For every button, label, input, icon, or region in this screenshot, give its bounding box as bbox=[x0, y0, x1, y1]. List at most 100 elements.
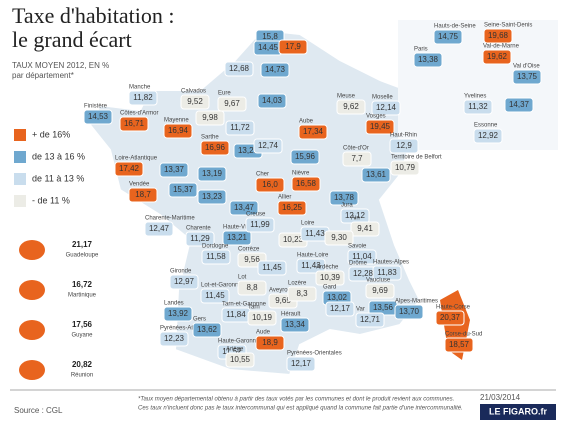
department-value: 14,03 bbox=[262, 96, 283, 105]
department bbox=[257, 93, 287, 109]
overseas-name: Martinique bbox=[68, 293, 97, 299]
department-value: 12,12 bbox=[345, 211, 366, 220]
department-value: 17,42 bbox=[119, 164, 140, 173]
department-value: 16,25 bbox=[282, 203, 303, 212]
department-value: 13,23 bbox=[202, 192, 223, 201]
department-value: 8,8 bbox=[246, 283, 258, 292]
overseas-value: 17,56 bbox=[72, 320, 93, 329]
department-name: Allier bbox=[278, 195, 291, 201]
department-value: 13,19 bbox=[202, 169, 223, 178]
department-name: Lot-et-Garonne bbox=[201, 283, 242, 289]
department-value: 14,45 bbox=[258, 43, 279, 52]
legend-swatch bbox=[14, 173, 26, 185]
department-name: Moselle bbox=[372, 95, 393, 101]
department-value: 20,37 bbox=[440, 313, 461, 322]
department-name: Essonne bbox=[474, 123, 498, 129]
department bbox=[365, 119, 395, 135]
subtitle: TAUX MOYEN 2012, EN % bbox=[12, 61, 109, 70]
department-name: Eure bbox=[218, 91, 231, 97]
department-value: 13,92 bbox=[168, 309, 189, 318]
overseas-shape bbox=[19, 320, 45, 340]
department-value: 11,52 bbox=[222, 347, 242, 356]
department-name: Ariège bbox=[226, 347, 244, 353]
department-value: 11,04 bbox=[352, 252, 372, 261]
department bbox=[361, 167, 391, 183]
department-name: Creuse bbox=[246, 212, 266, 218]
department bbox=[350, 221, 380, 237]
department bbox=[168, 182, 198, 198]
department bbox=[342, 151, 372, 167]
department-name: Var bbox=[356, 307, 365, 313]
department bbox=[394, 304, 424, 320]
department bbox=[315, 270, 345, 286]
department bbox=[482, 49, 512, 65]
department-name: Lot bbox=[238, 275, 247, 281]
footnote: *Taux moyen départemental obtenu à parti… bbox=[138, 397, 454, 403]
department-value: 13,02 bbox=[327, 293, 348, 302]
department-value: 12,23 bbox=[164, 334, 185, 343]
department-value: 7,7 bbox=[351, 154, 363, 163]
department-value: 9,62 bbox=[343, 102, 359, 111]
department-value: 13,47 bbox=[234, 203, 255, 212]
department bbox=[329, 190, 359, 206]
department-value: 15,96 bbox=[295, 152, 316, 161]
department bbox=[372, 265, 402, 281]
source: Source : CGL bbox=[14, 406, 63, 415]
department bbox=[347, 249, 377, 265]
department bbox=[159, 331, 189, 347]
department-name: Yvelines bbox=[464, 94, 486, 100]
department bbox=[324, 230, 354, 246]
department-name: Val-de-Marne bbox=[483, 44, 520, 50]
department bbox=[371, 100, 401, 116]
department-value: 14,37 bbox=[509, 100, 530, 109]
department bbox=[287, 286, 317, 302]
department bbox=[128, 187, 158, 203]
department-value: 16,94 bbox=[168, 126, 189, 135]
department-value: 11,32 bbox=[468, 102, 488, 111]
department-value: 18,7 bbox=[135, 190, 151, 199]
department-value: 12,97 bbox=[174, 277, 195, 286]
department bbox=[128, 90, 158, 106]
overseas-shape bbox=[19, 240, 45, 260]
department bbox=[255, 335, 285, 351]
department bbox=[201, 249, 231, 265]
department-name: Vosges bbox=[366, 114, 386, 120]
department-name: Tarn-et-Garonne bbox=[222, 302, 267, 308]
department-name: Alpes-Maritimes bbox=[395, 299, 438, 305]
department-value: 12,17 bbox=[330, 304, 351, 313]
overseas-value: 21,17 bbox=[72, 240, 93, 249]
department-value: 13,37 bbox=[164, 165, 185, 174]
department bbox=[197, 166, 227, 182]
department-name: Manche bbox=[129, 85, 151, 91]
department-value: 14,73 bbox=[265, 65, 286, 74]
department-name: Haute-Vienne bbox=[223, 225, 260, 231]
department-name: Pyrénées-Atlantiques bbox=[160, 326, 217, 332]
department-name: Gironde bbox=[170, 269, 192, 275]
legend-swatch bbox=[14, 195, 26, 207]
department bbox=[83, 109, 113, 125]
department-name: Loire-Atlantique bbox=[115, 156, 158, 162]
department-name: Haute-Loire bbox=[297, 253, 329, 259]
department bbox=[245, 217, 275, 233]
department-name: Nièvre bbox=[292, 171, 310, 177]
department bbox=[192, 322, 222, 338]
department bbox=[504, 97, 534, 113]
department-name: Côte-d'Or bbox=[343, 146, 369, 152]
department-value: 13,61 bbox=[366, 170, 387, 179]
department-value: 16,0 bbox=[262, 180, 278, 189]
department-name: Aude bbox=[256, 330, 271, 336]
department-value: 14,53 bbox=[88, 112, 109, 121]
department-value: 11,99 bbox=[250, 220, 270, 229]
department-value: 11,45 bbox=[262, 263, 282, 272]
department-name: Lozère bbox=[288, 281, 307, 287]
department-value: 9,52 bbox=[187, 97, 203, 106]
overseas-value: 16,72 bbox=[72, 280, 93, 289]
department bbox=[185, 231, 215, 247]
department-name: Gers bbox=[193, 317, 206, 323]
department-value: 15,37 bbox=[173, 185, 194, 194]
department bbox=[255, 177, 285, 193]
department-name: Haute-Garonne bbox=[218, 339, 260, 345]
department bbox=[435, 310, 465, 326]
department-name: Dordogne bbox=[202, 244, 229, 250]
overseas-shape bbox=[19, 280, 45, 300]
